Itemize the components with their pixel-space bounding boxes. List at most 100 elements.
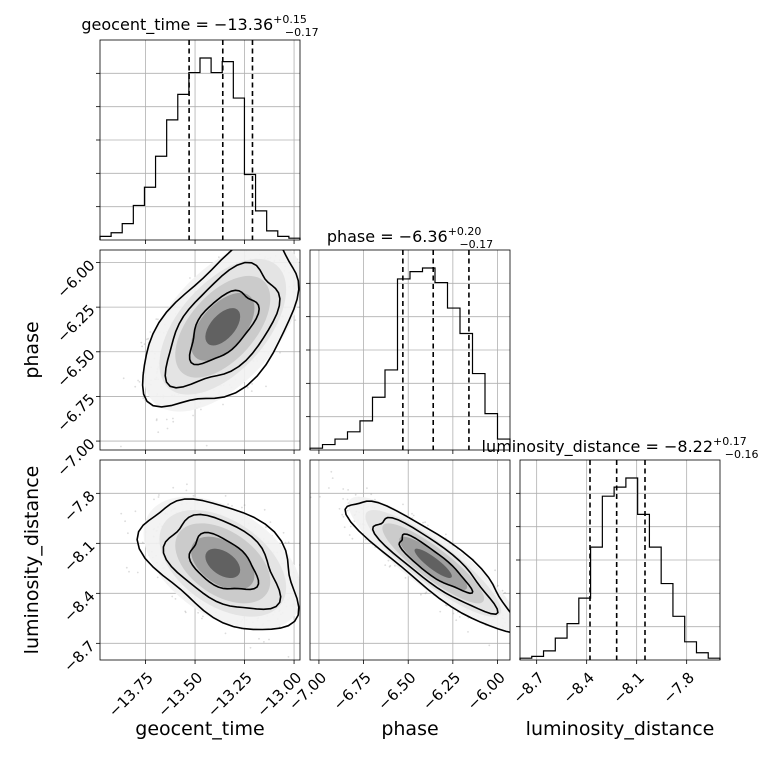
sample-point (205, 444, 208, 447)
x-tick-label: −13.25 (204, 669, 256, 721)
title-geocent-time: geocent_time = −13.36+0.15 −0.17 (81, 13, 318, 39)
sample-point (351, 537, 354, 540)
sample-point (157, 318, 159, 321)
panel-geocent_time-vs-luminosity_distance (96, 459, 315, 664)
contour-2 (188, 289, 260, 366)
sample-point (521, 621, 523, 623)
sample-point (124, 520, 126, 523)
sample-point (222, 403, 224, 406)
density-shading (143, 496, 300, 630)
panel-frame (99, 459, 301, 661)
density-level (414, 548, 452, 578)
sample-point (137, 379, 140, 382)
sample-point (141, 345, 144, 348)
sample-point (120, 512, 123, 515)
sample-point (314, 277, 316, 279)
y-tick-label: −8.4 (60, 587, 98, 625)
sample-point (125, 566, 128, 569)
panel-frame (99, 249, 301, 451)
sample-point (287, 243, 289, 245)
sample-point (521, 650, 523, 652)
xlabel-luminosity-distance: luminosity_distance (526, 718, 715, 740)
sample-point (284, 246, 286, 248)
hist-panel-phase (306, 249, 511, 454)
sample-point (497, 584, 499, 587)
sample-point (455, 619, 458, 622)
sample-point (265, 526, 267, 528)
panel-frame (99, 39, 301, 241)
sample-point (251, 383, 254, 385)
sample-point (268, 638, 270, 641)
sample-point (302, 624, 304, 626)
sample-point (346, 498, 349, 501)
sample-point (342, 488, 345, 490)
sample-point (427, 524, 429, 527)
y-tick-label: −6.00 (53, 256, 98, 301)
sample-point (420, 593, 422, 596)
sample-point (157, 431, 160, 434)
sample-point (250, 241, 252, 243)
sample-point (424, 521, 426, 524)
sample-point (294, 319, 297, 321)
sample-point (384, 564, 387, 566)
y-tick-label: −6.75 (53, 390, 98, 435)
sample-point (145, 338, 148, 341)
sample-point (354, 493, 357, 496)
sample-point (165, 418, 168, 421)
sample-point (197, 611, 200, 614)
sample-point (331, 477, 334, 479)
sample-point (94, 388, 96, 390)
sample-point (504, 591, 506, 594)
sample-point (347, 489, 349, 491)
sample-point (172, 417, 174, 420)
sample-point (543, 635, 545, 637)
x-tick-label: −6.75 (330, 669, 375, 714)
sample-point (444, 604, 447, 606)
sample-point (412, 514, 415, 517)
sample-point (313, 569, 315, 571)
y-tick-label: −8.7 (60, 637, 98, 675)
sample-point (158, 494, 160, 496)
sample-point (227, 503, 230, 506)
y-tick-label: −8.1 (60, 537, 98, 575)
y-tick-label: −7.00 (53, 435, 98, 480)
sample-point (424, 592, 427, 595)
sample-point (514, 613, 516, 615)
x-tick-label: −8.7 (509, 669, 547, 707)
xlabel-phase: phase (381, 718, 438, 740)
sample-point (313, 599, 315, 601)
sample-point (140, 341, 143, 344)
sample-point (501, 589, 504, 592)
histogram-geocent_time (99, 57, 301, 240)
sample-point (134, 510, 137, 513)
sample-point (284, 541, 287, 544)
sample-point (317, 274, 319, 276)
panel-content (94, 241, 319, 450)
density-level (205, 308, 241, 346)
grid (520, 460, 720, 660)
x-tick-label: −8.4 (559, 669, 597, 707)
x-tick-label: −8.1 (609, 669, 647, 707)
sample-point (155, 418, 158, 420)
sample-point (364, 538, 367, 541)
sample-point (201, 617, 203, 620)
sample-point (174, 598, 177, 600)
sample-point (467, 631, 469, 633)
title-luminosity-distance: luminosity_distance = −8.22+0.17 −0.16 (482, 435, 759, 461)
sample-point (231, 505, 233, 507)
panel-frame (309, 249, 511, 451)
panel-content (310, 460, 545, 660)
sample-point (184, 610, 187, 613)
sample-point (328, 487, 330, 489)
sample-point (157, 496, 160, 498)
sample-point (330, 470, 333, 473)
sample-point (267, 243, 269, 245)
sample-point (279, 351, 281, 354)
sample-point (402, 503, 404, 506)
sample-point (122, 377, 125, 380)
contour-0 (141, 250, 300, 408)
x-tick-label: −6.25 (419, 669, 464, 714)
x-tick-label: −6.50 (374, 669, 419, 714)
xlabel-geocent-time: geocent_time (135, 718, 264, 740)
sample-point (249, 246, 251, 248)
